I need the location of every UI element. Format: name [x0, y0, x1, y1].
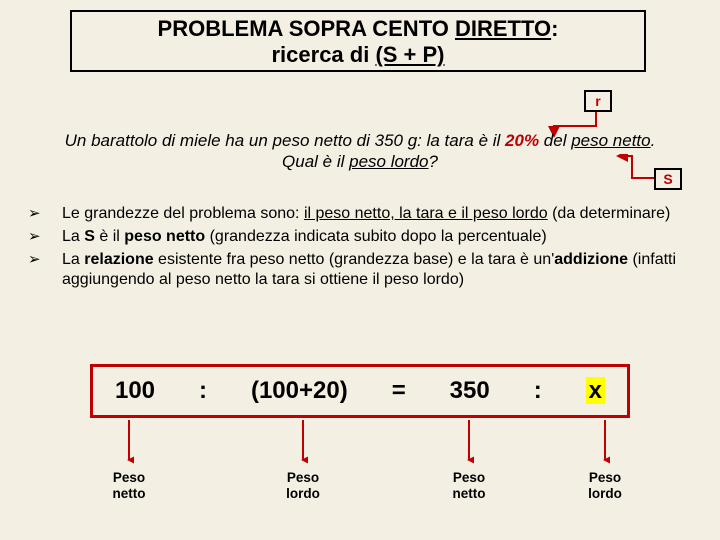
- bullet-text-3: La relazione esistente fra peso netto (g…: [62, 250, 688, 292]
- problem-line2b: peso lordo: [349, 152, 428, 171]
- down-arrow-icon: [124, 420, 134, 466]
- title-text-2b: (S + P): [375, 42, 444, 67]
- l3b: netto: [453, 486, 486, 501]
- prop-c4: =: [392, 377, 406, 405]
- prop-x: x: [586, 377, 605, 404]
- s-label-box: S: [654, 168, 682, 190]
- bt3-b1: relazione: [84, 251, 153, 268]
- problem-pct: 20%: [505, 131, 539, 150]
- l1a: Peso: [113, 470, 145, 485]
- label-peso-netto-1: Pesonetto: [94, 470, 164, 501]
- list-item: ➢ La relazione esistente fra peso netto …: [28, 250, 688, 292]
- down-arrow-icon: [600, 420, 610, 466]
- prop-c5: 350: [450, 377, 490, 405]
- bt2-b2: peso netto: [124, 228, 205, 245]
- r-label-box: r: [584, 90, 612, 112]
- l2b: lordo: [286, 486, 320, 501]
- title-text-1b: DIRETTO: [455, 16, 551, 41]
- proportion-box: 100 : (100+20) = 350 : x: [90, 364, 630, 418]
- bt1-post: (da determinare): [548, 205, 671, 222]
- l4a: Peso: [589, 470, 621, 485]
- l2a: Peso: [287, 470, 319, 485]
- l1b: netto: [113, 486, 146, 501]
- problem-part2: del: [539, 131, 571, 150]
- bt2-b1: S: [84, 228, 95, 245]
- bt3-b2: addizione: [554, 251, 628, 268]
- problem-line2a: Qual è il: [282, 152, 349, 171]
- bullet-text-2: La S è il peso netto (grandezza indicata…: [62, 227, 688, 248]
- problem-line2c: ?: [429, 152, 438, 171]
- bt2-pre: La: [62, 228, 84, 245]
- title-text-2a: ricerca di: [271, 42, 375, 67]
- l3a: Peso: [453, 470, 485, 485]
- bullet-list: ➢ Le grandezze del problema sono: il pes…: [28, 204, 688, 293]
- title-box: PROBLEMA SOPRA CENTO DIRETTO: ricerca di…: [70, 10, 646, 72]
- problem-part3: peso netto: [571, 131, 650, 150]
- prop-c2: :: [199, 377, 207, 405]
- problem-part1: Un barattolo di miele ha un peso netto d…: [65, 131, 505, 150]
- bt1-u: il peso netto, la tara e il peso lordo: [304, 205, 548, 222]
- prop-c6: :: [534, 377, 542, 405]
- bullet-icon: ➢: [28, 204, 62, 224]
- bullet-icon: ➢: [28, 227, 62, 247]
- down-arrow-icon: [298, 420, 308, 466]
- title-line2: ricerca di (S + P): [72, 42, 644, 68]
- label-peso-netto-2: Pesonetto: [434, 470, 504, 501]
- prop-c1: 100: [115, 377, 155, 405]
- l4b: lordo: [588, 486, 622, 501]
- problem-part4: .: [651, 131, 656, 150]
- prop-c7: x: [586, 377, 605, 405]
- title-text-1c: :: [551, 16, 558, 41]
- bullet-icon: ➢: [28, 250, 62, 270]
- bt2-mid: è il: [95, 228, 124, 245]
- bt3-pre: La: [62, 251, 84, 268]
- label-peso-lordo-1: Pesolordo: [268, 470, 338, 501]
- bt2-post: (grandezza indicata subito dopo la perce…: [205, 228, 547, 245]
- title-line1: PROBLEMA SOPRA CENTO DIRETTO:: [72, 16, 644, 42]
- problem-statement: Un barattolo di miele ha un peso netto d…: [14, 130, 706, 173]
- bt1-pre: Le grandezze del problema sono:: [62, 205, 304, 222]
- s-arrow-icon: [612, 154, 654, 184]
- list-item: ➢ La S è il peso netto (grandezza indica…: [28, 227, 688, 248]
- bullet-text-1: Le grandezze del problema sono: il peso …: [62, 204, 688, 225]
- label-peso-lordo-2: Pesolordo: [570, 470, 640, 501]
- list-item: ➢ Le grandezze del problema sono: il pes…: [28, 204, 688, 225]
- title-text-1a: PROBLEMA SOPRA CENTO: [158, 16, 455, 41]
- prop-c3: (100+20): [251, 377, 348, 405]
- down-arrow-icon: [464, 420, 474, 466]
- bt3-mid1: esistente fra peso netto (grandezza base…: [154, 251, 555, 268]
